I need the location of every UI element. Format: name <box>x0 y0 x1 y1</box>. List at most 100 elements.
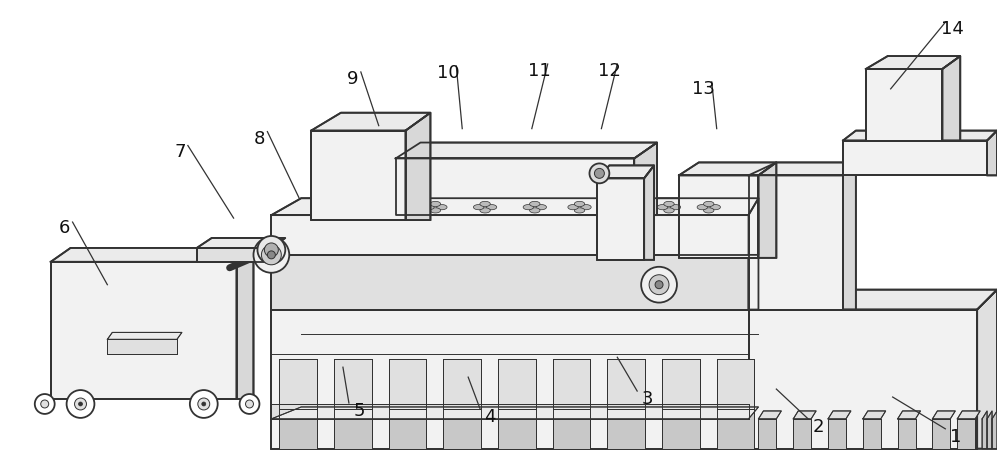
Polygon shape <box>749 290 997 310</box>
Polygon shape <box>758 411 781 419</box>
Text: 8: 8 <box>254 129 265 148</box>
Circle shape <box>264 243 278 257</box>
Polygon shape <box>480 208 490 213</box>
Polygon shape <box>704 208 714 213</box>
Polygon shape <box>749 240 758 310</box>
Polygon shape <box>443 359 481 409</box>
Polygon shape <box>326 201 336 206</box>
Polygon shape <box>863 411 886 419</box>
Polygon shape <box>607 359 645 409</box>
Text: 6: 6 <box>59 219 70 237</box>
Polygon shape <box>498 359 536 409</box>
Circle shape <box>198 398 210 410</box>
Text: 10: 10 <box>437 64 460 82</box>
Polygon shape <box>334 409 372 449</box>
Polygon shape <box>271 407 758 419</box>
Polygon shape <box>987 131 997 175</box>
Circle shape <box>594 169 604 178</box>
Polygon shape <box>626 205 636 210</box>
Polygon shape <box>749 175 843 310</box>
Polygon shape <box>758 419 776 449</box>
Polygon shape <box>758 163 776 258</box>
Polygon shape <box>843 163 856 310</box>
Polygon shape <box>311 131 406 220</box>
Polygon shape <box>717 359 754 409</box>
Circle shape <box>35 394 55 414</box>
Polygon shape <box>657 205 668 210</box>
Polygon shape <box>828 419 846 449</box>
Polygon shape <box>644 165 654 260</box>
Polygon shape <box>279 409 317 449</box>
Polygon shape <box>197 248 271 262</box>
Polygon shape <box>536 205 546 210</box>
Polygon shape <box>396 158 634 215</box>
Polygon shape <box>898 419 916 449</box>
Polygon shape <box>271 215 749 255</box>
Polygon shape <box>932 419 950 449</box>
Polygon shape <box>271 404 749 419</box>
Polygon shape <box>749 310 977 449</box>
Polygon shape <box>387 205 397 210</box>
Polygon shape <box>389 409 426 449</box>
Polygon shape <box>634 142 657 215</box>
Polygon shape <box>843 131 997 141</box>
Polygon shape <box>664 201 674 206</box>
Polygon shape <box>271 198 758 215</box>
Polygon shape <box>473 205 484 210</box>
Polygon shape <box>396 142 657 158</box>
Polygon shape <box>866 56 960 69</box>
Polygon shape <box>670 205 681 210</box>
Text: 5: 5 <box>353 402 365 420</box>
Polygon shape <box>389 359 426 409</box>
Polygon shape <box>749 163 856 175</box>
Circle shape <box>79 402 82 406</box>
Polygon shape <box>424 205 434 210</box>
Polygon shape <box>443 409 481 449</box>
Circle shape <box>190 390 218 418</box>
Polygon shape <box>107 340 177 354</box>
Polygon shape <box>568 205 578 210</box>
Circle shape <box>75 398 86 410</box>
Text: 9: 9 <box>347 70 359 88</box>
Polygon shape <box>498 409 536 449</box>
Polygon shape <box>662 409 700 449</box>
Polygon shape <box>619 208 629 213</box>
Polygon shape <box>574 208 585 213</box>
Polygon shape <box>977 290 997 449</box>
Polygon shape <box>613 205 623 210</box>
Polygon shape <box>326 208 336 213</box>
Polygon shape <box>271 290 758 310</box>
Polygon shape <box>982 411 987 449</box>
Text: 3: 3 <box>641 390 653 408</box>
Polygon shape <box>523 205 534 210</box>
Polygon shape <box>664 208 674 213</box>
Text: 4: 4 <box>484 408 496 426</box>
Polygon shape <box>828 411 851 419</box>
Polygon shape <box>197 238 285 248</box>
Polygon shape <box>898 411 920 419</box>
Polygon shape <box>793 411 816 419</box>
Polygon shape <box>992 411 997 449</box>
Polygon shape <box>271 310 749 449</box>
Polygon shape <box>679 163 776 175</box>
Circle shape <box>267 251 275 259</box>
Circle shape <box>261 245 281 265</box>
Text: 7: 7 <box>174 143 186 162</box>
Polygon shape <box>710 205 720 210</box>
Polygon shape <box>679 175 758 258</box>
Text: 11: 11 <box>528 62 551 80</box>
Circle shape <box>589 163 609 184</box>
Polygon shape <box>957 419 975 449</box>
Polygon shape <box>597 165 654 178</box>
Polygon shape <box>717 409 754 449</box>
Circle shape <box>253 237 289 273</box>
Circle shape <box>41 400 49 408</box>
Polygon shape <box>942 56 960 141</box>
Polygon shape <box>271 255 749 310</box>
Circle shape <box>246 400 253 408</box>
Polygon shape <box>866 69 942 141</box>
Circle shape <box>655 281 663 289</box>
Text: 2: 2 <box>812 418 824 436</box>
Polygon shape <box>597 178 644 260</box>
Circle shape <box>641 267 677 303</box>
